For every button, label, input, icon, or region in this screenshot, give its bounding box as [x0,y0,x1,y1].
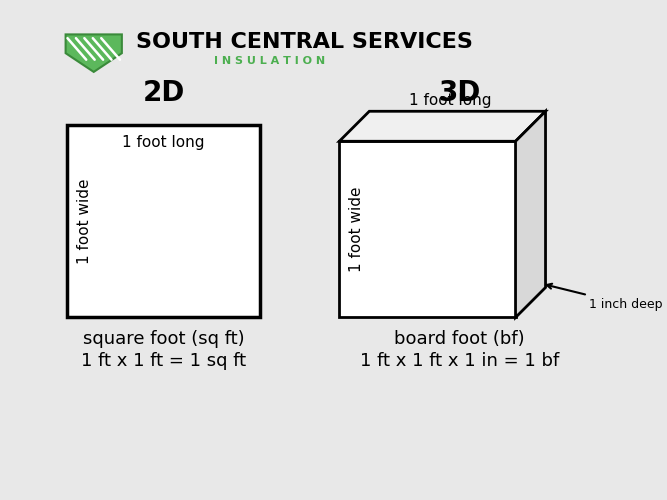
Text: 1 foot wide: 1 foot wide [77,178,92,264]
Text: 3D: 3D [438,78,480,106]
Text: SOUTH CENTRAL SERVICES: SOUTH CENTRAL SERVICES [136,32,473,52]
Text: 1 foot wide: 1 foot wide [349,186,364,272]
Bar [340,142,516,318]
Bar [67,126,259,318]
Text: board foot (bf): board foot (bf) [394,330,525,348]
Polygon shape [516,112,546,318]
Text: I N S U L A T I O N: I N S U L A T I O N [214,56,325,66]
Polygon shape [340,112,546,142]
Text: 1 foot long: 1 foot long [409,92,491,108]
Text: 1 foot long: 1 foot long [122,134,205,150]
Text: 1 inch deep: 1 inch deep [547,284,662,311]
Polygon shape [65,34,122,72]
Text: 2D: 2D [143,78,185,106]
Text: 1 ft x 1 ft = 1 sq ft: 1 ft x 1 ft = 1 sq ft [81,352,247,370]
Text: square foot (sq ft): square foot (sq ft) [83,330,245,348]
Text: 1 ft x 1 ft x 1 in = 1 bf: 1 ft x 1 ft x 1 in = 1 bf [360,352,559,370]
